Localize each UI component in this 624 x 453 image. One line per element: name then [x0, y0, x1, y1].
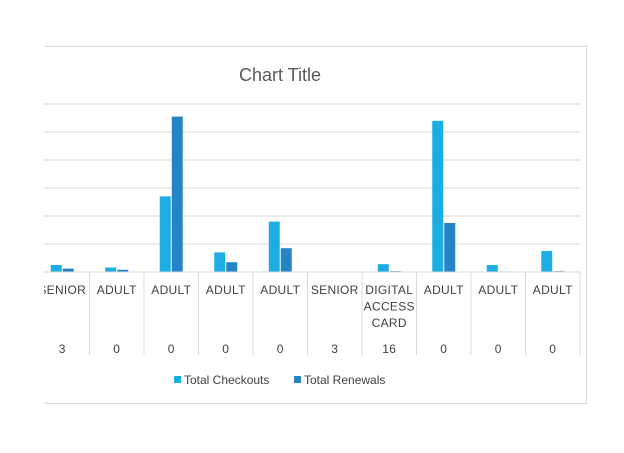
- bar-renewals: [172, 117, 183, 272]
- bar-checkouts: [269, 222, 280, 272]
- category-label: ADULT: [260, 283, 300, 297]
- legend-label: Total Renewals: [304, 373, 385, 387]
- bar-renewals: [63, 269, 74, 272]
- bar-renewals: [281, 248, 292, 272]
- category-label: ADULT: [206, 283, 246, 297]
- category-label: DIGITAL: [365, 283, 413, 297]
- category-label: ADULT: [424, 283, 464, 297]
- bar-checkouts: [432, 121, 443, 272]
- legend-swatch: [294, 376, 301, 383]
- category-label: SENIOR: [311, 283, 359, 297]
- category-label: ADULT: [97, 283, 137, 297]
- bar-checkouts: [541, 251, 552, 272]
- category-sublabel: 0: [222, 342, 229, 356]
- bar-checkouts: [51, 265, 62, 272]
- category-sublabel: 0: [549, 342, 556, 356]
- category-sublabel: 0: [113, 342, 120, 356]
- category-sublabel: 3: [59, 342, 66, 356]
- category-label: ACCESS: [364, 300, 415, 314]
- category-label: ADULT: [533, 283, 573, 297]
- bar-renewals: [444, 223, 455, 272]
- bar-checkouts: [378, 264, 389, 272]
- category-label: SENIOR: [38, 283, 86, 297]
- category-axis: SENIOR 3 ADULT 0 ADULT 0 ADULT 0 ADULT 0 SENIOR 3 DI…: [38, 272, 580, 356]
- legend: Total Checkouts Total Renewals: [174, 373, 385, 387]
- category-label: CARD: [372, 316, 407, 330]
- category-sublabel: 3: [331, 342, 338, 356]
- category-label: ADULT: [478, 283, 518, 297]
- gridlines: [35, 104, 580, 244]
- category-sublabel: 0: [440, 342, 447, 356]
- bar-checkouts: [214, 252, 225, 272]
- bars: [51, 117, 565, 272]
- chart-title: Chart Title: [239, 65, 321, 85]
- bar-renewals: [226, 262, 237, 272]
- category-sublabel: 0: [277, 342, 284, 356]
- bar-checkouts: [105, 268, 116, 272]
- bar-checkouts: [487, 265, 498, 272]
- category-sublabel: 0: [168, 342, 175, 356]
- legend-label: Total Checkouts: [184, 373, 269, 387]
- category-label: ADULT: [151, 283, 191, 297]
- category-sublabel: 16: [382, 342, 396, 356]
- bar-checkouts: [160, 196, 171, 272]
- legend-swatch: [174, 376, 181, 383]
- category-sublabel: 0: [495, 342, 502, 356]
